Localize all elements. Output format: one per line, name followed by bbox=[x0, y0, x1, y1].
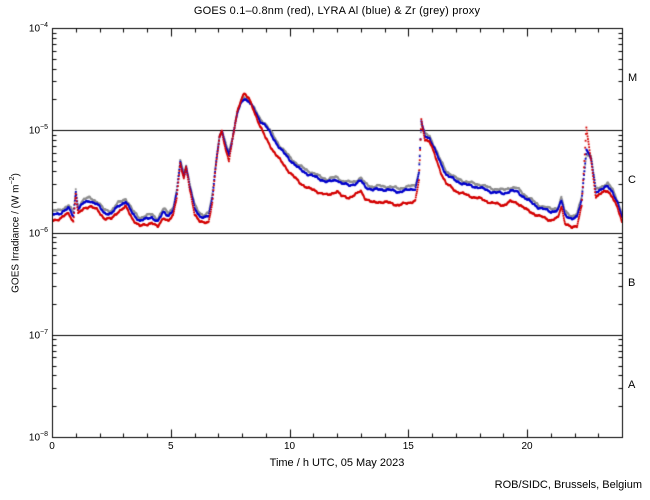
flare-class-label-a: A bbox=[628, 378, 636, 391]
x-tick-label: 15 bbox=[402, 441, 414, 452]
y-axis-label-exponent: −2 bbox=[9, 176, 16, 185]
x-tick-label: 20 bbox=[521, 441, 533, 452]
y-tick-label: 10−5 bbox=[28, 124, 48, 137]
x-axis-label: Time / h UTC, 05 May 2023 bbox=[269, 457, 405, 469]
x-tick-label: 5 bbox=[167, 441, 174, 452]
chart-title: GOES 0.1–0.8nm (red), LYRA Al (blue) & Z… bbox=[193, 5, 481, 17]
y-tick-label: 10−6 bbox=[28, 226, 48, 239]
x-tick-label: 10 bbox=[283, 441, 296, 452]
credit-text: ROB/SIDC, Brussels, Belgium bbox=[494, 479, 642, 491]
x-tick-label: 0 bbox=[49, 441, 55, 452]
y-tick-label: 10−7 bbox=[28, 328, 48, 342]
y-tick-label: 10−8 bbox=[28, 431, 48, 444]
flare-class-label-b: B bbox=[628, 276, 636, 289]
flare-class-label-m: M bbox=[628, 72, 638, 85]
y-tick-label: 10−4 bbox=[28, 22, 48, 35]
flare-class-label-c: C bbox=[628, 174, 636, 187]
y-axis-label-suffix: ) bbox=[10, 173, 22, 177]
